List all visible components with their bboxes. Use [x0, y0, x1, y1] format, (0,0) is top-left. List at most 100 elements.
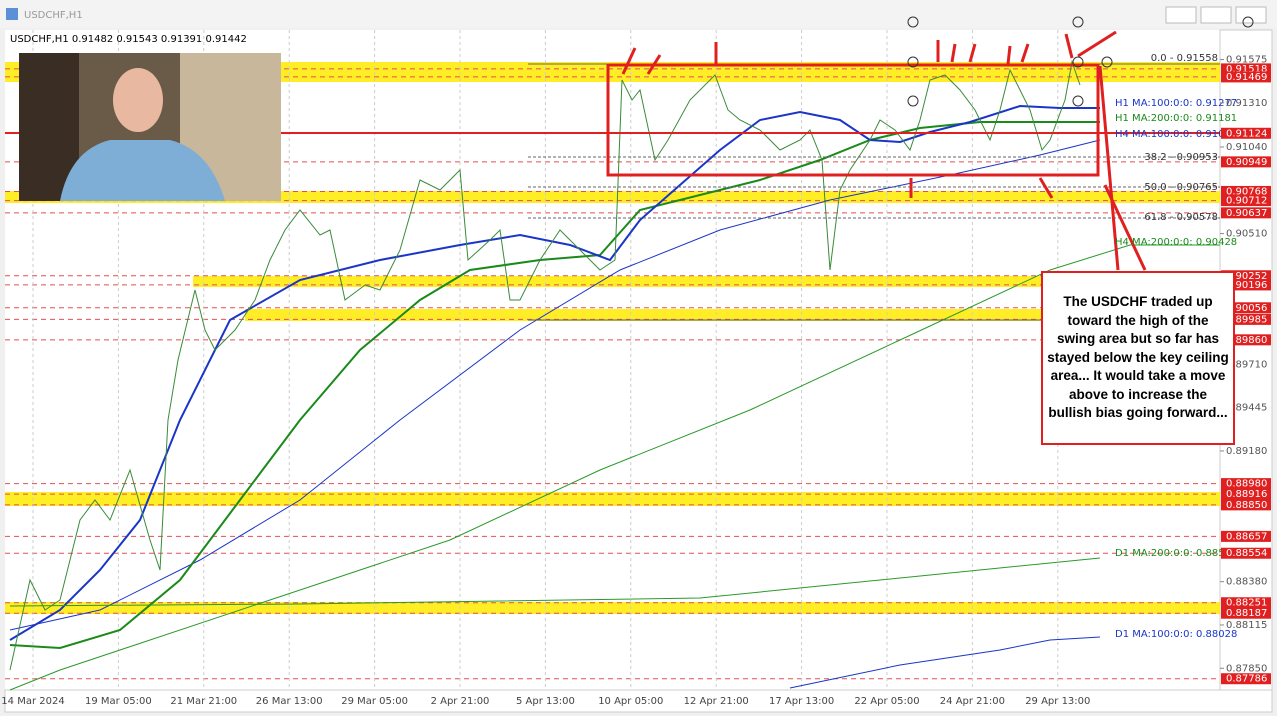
level-tag — [1221, 207, 1271, 219]
time-label: 5 Apr 13:00 — [516, 696, 575, 707]
markers — [907, 16, 1254, 107]
level-tag — [1221, 302, 1271, 314]
level-label: 0.88251 — [1226, 598, 1267, 609]
time-label: 12 Apr 21:00 — [684, 696, 749, 707]
arrows — [621, 30, 1147, 271]
marker — [1072, 16, 1084, 28]
level-label: 0.90196 — [1226, 280, 1267, 291]
level-label: 0.88554 — [1226, 548, 1267, 559]
person-face — [113, 68, 163, 132]
zones — [5, 62, 1220, 614]
level-tag — [1221, 71, 1271, 83]
time-label: 19 Mar 05:00 — [85, 696, 152, 707]
time-label: 14 Mar 2024 — [1, 696, 64, 707]
time-label: 22 Apr 05:00 — [854, 696, 919, 707]
time-label: 17 Apr 13:00 — [769, 696, 834, 707]
arrow — [1077, 30, 1117, 58]
h1-ma200 — [9, 121, 1100, 650]
arrow — [646, 54, 662, 75]
time-label: 24 Apr 21:00 — [940, 696, 1005, 707]
level-tag — [1221, 270, 1271, 282]
level-tag — [1221, 478, 1271, 490]
marker — [907, 56, 919, 68]
level-tag — [1221, 156, 1271, 168]
price-tick-label: 0.89180 — [1226, 446, 1267, 457]
level-label: 0.91469 — [1226, 72, 1267, 83]
fib-label: 61.8 - 0.90578 — [1144, 212, 1218, 223]
price-tick-label: 0.89445 — [1226, 403, 1267, 414]
price-path — [9, 60, 1081, 671]
d1-ma200 — [9, 557, 1101, 607]
time-label: 2 Apr 21:00 — [431, 696, 490, 707]
arrow — [1103, 184, 1147, 271]
level-tag — [1221, 127, 1271, 139]
arrow — [1038, 177, 1054, 199]
level-tag — [1221, 313, 1271, 325]
arrow — [1064, 33, 1074, 59]
fib-label: 38.2 - 0.90953 — [1144, 152, 1218, 163]
window-title: USDCHF,H1 — [24, 10, 83, 21]
level-tag — [1221, 499, 1271, 511]
level-tag — [1221, 334, 1271, 346]
level-label: 0.90637 — [1226, 208, 1267, 219]
marker — [1101, 56, 1113, 68]
level-label: 0.91124 — [1226, 128, 1267, 139]
level-tag — [1221, 488, 1271, 500]
zone — [193, 276, 1220, 287]
maximize-button[interactable] — [1200, 6, 1232, 24]
level-tag — [1221, 185, 1271, 197]
time-label: 10 Apr 05:00 — [598, 696, 663, 707]
indicator-label: H4 MA:200:0:0: 0.90428 — [1115, 237, 1237, 248]
level-label: 0.90252 — [1226, 271, 1267, 282]
price-tick-label: 0.91040 — [1226, 142, 1267, 153]
arrow — [1006, 45, 1012, 65]
arrow — [968, 43, 977, 63]
h4-ma200 — [9, 244, 1220, 691]
level-label: 0.89985 — [1226, 314, 1267, 325]
minimize-button[interactable] — [1165, 6, 1197, 24]
arrow — [1098, 65, 1120, 271]
level-tag — [1221, 63, 1271, 75]
app-icon — [6, 8, 18, 20]
time-label: 29 Mar 05:00 — [341, 696, 408, 707]
level-label: 0.90768 — [1226, 186, 1267, 197]
h4-ma100 — [9, 139, 1101, 631]
person-shirt — [60, 140, 225, 201]
price-tick-label: 0.91310 — [1226, 98, 1267, 109]
marker — [907, 95, 919, 107]
close-button[interactable] — [1235, 6, 1267, 24]
arrow — [621, 47, 637, 75]
marker — [1072, 56, 1084, 68]
zone — [5, 602, 1220, 614]
indicator-label: D1 MA:100:0:0: 0.88028 — [1115, 629, 1237, 640]
fib-label: 50.0 - 0.90765 — [1144, 182, 1218, 193]
indicator-label: H1 MA:100:0:0: 0.91277 — [1115, 98, 1237, 109]
level-label: 0.89860 — [1226, 335, 1267, 346]
level-tag — [1221, 547, 1271, 559]
indicator-label: H1 MA:200:0:0: 0.91181 — [1115, 113, 1237, 124]
level-label: 0.88980 — [1226, 479, 1267, 490]
price-tick-label: 0.88115 — [1226, 620, 1267, 631]
level-label: 0.88657 — [1226, 531, 1267, 542]
level-tag — [1221, 607, 1271, 619]
level-label: 0.91518 — [1226, 64, 1267, 75]
zone — [245, 309, 1220, 321]
title-bar — [0, 0, 1277, 28]
fib-label: 0.0 - 0.91558 — [1151, 53, 1218, 64]
indicator-label: D1 MA:200:0:0: 0.88523 — [1115, 548, 1237, 559]
grid — [5, 30, 1220, 690]
price-tick-label: 0.89710 — [1226, 359, 1267, 370]
zone — [5, 492, 1220, 506]
level-label: 0.90712 — [1226, 196, 1267, 207]
level-label: 0.88916 — [1226, 489, 1267, 500]
indicator-label: H4 MA:100:0:0: 0.91087 — [1115, 129, 1237, 140]
marker — [1072, 95, 1084, 107]
time-label: 21 Mar 21:00 — [170, 696, 237, 707]
arrow — [1020, 43, 1030, 63]
arrow — [950, 43, 957, 63]
level-tag — [1221, 530, 1271, 542]
time-axis — [4, 689, 1273, 713]
level-tag — [1221, 195, 1271, 207]
